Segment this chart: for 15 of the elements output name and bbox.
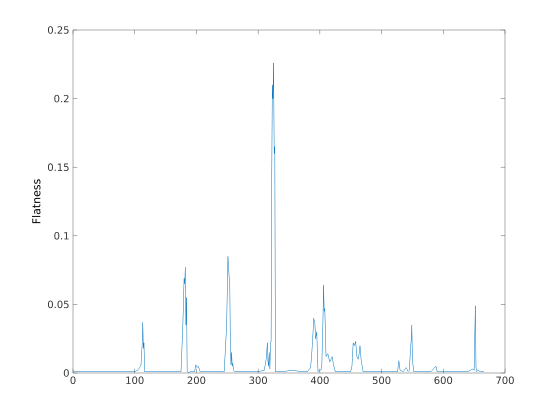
x-tick-label: 100	[126, 376, 144, 384]
x-tick-label: 0	[70, 376, 76, 384]
y-tick-label: 0.2	[54, 94, 68, 102]
y-tick-label: 0.25	[48, 26, 69, 34]
x-tick-label: 400	[310, 376, 329, 384]
y-tick-label: 0.15	[48, 163, 69, 171]
y-tick-label: 0	[64, 369, 69, 377]
y-tick-label: 0.05	[48, 300, 69, 308]
x-tick-label: 600	[434, 376, 452, 384]
y-tick-label: 0.1	[54, 232, 69, 240]
x-tick-label: 500	[372, 376, 390, 384]
x-tick-label: 300	[249, 376, 267, 384]
x-tick-label: 700	[496, 376, 514, 384]
y-axis-title: Flatness	[32, 179, 40, 224]
x-tick-label: 200	[188, 376, 206, 384]
